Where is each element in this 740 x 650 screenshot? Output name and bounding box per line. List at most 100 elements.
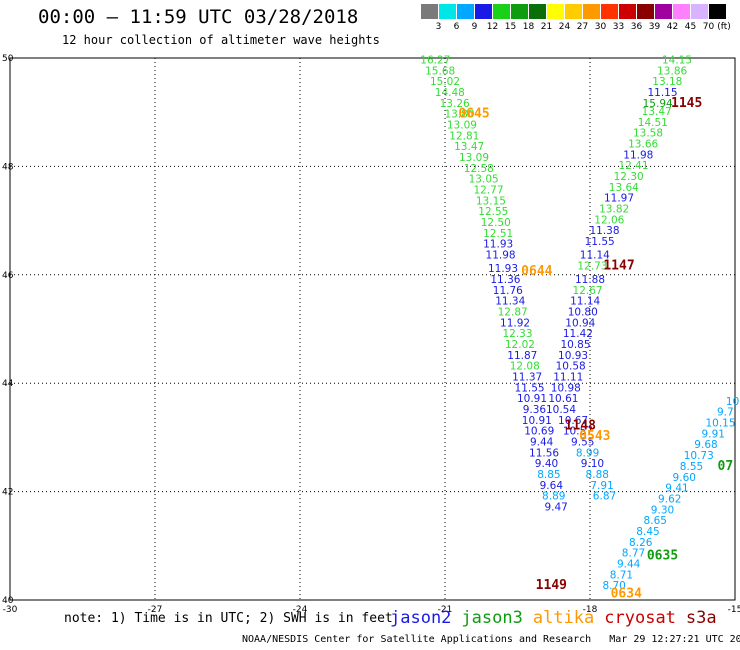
swh-value-label: 10.85 (560, 339, 590, 351)
pass-time-label: 0635 (647, 548, 678, 563)
swh-value-label: 8.26 (629, 537, 653, 549)
pass-time-label: 1145 (671, 96, 702, 111)
legend-label: 39 (648, 22, 661, 32)
swh-value-label: 8.55 (680, 461, 703, 473)
satellite-label-cryosat: cryosat (604, 608, 676, 628)
legend-swatch (691, 4, 708, 19)
swh-value-label: 11.14 (580, 250, 610, 262)
x-tick-label: -15 (728, 605, 740, 615)
swh-value-label: 11.97 (604, 193, 634, 205)
swh-value-label: 13.09 (447, 119, 477, 131)
swh-value-label: 11.93 (488, 263, 518, 275)
satellite-key: jason2 jason3 altika cryosat s3a (390, 608, 727, 628)
legend-unit: (ft) (717, 22, 731, 32)
swh-value-label: 10.61 (548, 393, 578, 405)
legend-swatch (493, 4, 510, 19)
legend-swatch (565, 4, 582, 19)
swh-value-label: 11.15 (647, 87, 677, 99)
swh-value-label: 11.92 (500, 317, 530, 329)
swh-value-label: 10.54 (546, 404, 576, 416)
swh-value-label: 9.40 (535, 458, 558, 470)
map-frame (9, 57, 736, 601)
pass-time-label: 0644 (521, 264, 552, 279)
swh-value-label: 13.47 (454, 141, 484, 153)
pass-time-label: 0645 (458, 107, 489, 122)
swh-value-label: 11.37 (512, 371, 542, 383)
swh-value-label: 10.98 (551, 382, 581, 394)
swh-value-label: 12.50 (481, 217, 511, 229)
pass-time-label: 0543 (579, 429, 610, 444)
legend-swatch (421, 4, 438, 19)
legend-label: 27 (576, 22, 589, 32)
footer-credit: NOAA/NESDIS Center for Satellite Applica… (242, 634, 740, 645)
legend-label: 6 (453, 22, 460, 32)
legend-label: 15 (504, 22, 517, 32)
satellite-label-altika: altika (532, 608, 595, 628)
swh-value-label: 13.09 (459, 152, 489, 164)
swh-value-label: 13.80 (444, 109, 474, 121)
swh-value-label: 10.91 (522, 415, 552, 427)
legend-swatch (457, 4, 474, 19)
swh-value-label: 12.02 (505, 339, 535, 351)
swh-value-label: 8.71 (610, 569, 633, 581)
swh-value-label: 9.64 (540, 480, 564, 492)
swh-value-label: 8.85 (537, 469, 560, 481)
swh-value-label: 12.81 (449, 130, 479, 142)
swh-value-label: 9.47 (544, 502, 567, 514)
legend-label: 42 (666, 22, 679, 32)
y-tick-label: 44 (2, 379, 14, 389)
y-tick-label: 40 (2, 596, 14, 606)
satellite-label-jason3: jason3 (461, 608, 523, 628)
swh-value-label: 15.68 (425, 65, 455, 77)
swh-value-label: 14.51 (638, 117, 668, 129)
swh-value-label: 8.70 (602, 580, 625, 592)
legend-label: 21 (540, 22, 553, 32)
swh-value-label: 12.55 (478, 206, 508, 218)
swh-value-label: 11.98 (486, 250, 516, 262)
swh-value-label: 11.42 (563, 328, 593, 340)
swh-value-label: 11.38 (589, 225, 619, 237)
swh-value-label: 10 (726, 396, 739, 408)
legend-swatch (439, 4, 456, 19)
legend-label: 9 (471, 22, 478, 32)
map-subtitle: 12 hour collection of altimeter wave hei… (62, 33, 380, 47)
swh-value-label: 9.30 (651, 504, 674, 516)
swh-value-label: 9.44 (530, 437, 554, 449)
swh-value-label: 8.99 (576, 447, 599, 459)
legend-label: 24 (558, 22, 571, 32)
y-tick-label: 50 (2, 54, 14, 64)
satellite-label-jason2: jason2 (390, 608, 452, 628)
legend-swatch (673, 4, 690, 19)
swh-value-label: 13.26 (440, 98, 470, 110)
legend-swatch (547, 4, 564, 19)
swh-value-label: 12.06 (594, 214, 624, 226)
swh-value-label: 9.62 (658, 493, 681, 505)
legend-label: 30 (594, 22, 607, 32)
x-tick-label: -30 (3, 605, 18, 615)
legend-label: 3 (435, 22, 442, 32)
swh-value-label: 11.56 (529, 447, 559, 459)
x-tick-label: -27 (148, 605, 163, 615)
swh-value-label: 10.94 (565, 317, 595, 329)
legend-label: 12 (486, 22, 499, 32)
legend-swatch (511, 4, 528, 19)
swh-value-label: 9.60 (673, 472, 696, 484)
y-tick-label: 48 (2, 162, 14, 172)
legend-label: 70 (702, 22, 715, 32)
swh-value-label: 12.73 (577, 260, 607, 272)
x-tick-label: -21 (438, 605, 453, 615)
swh-value-label: 13.18 (652, 76, 682, 88)
swh-value-label: 10.67 (558, 415, 588, 427)
swh-value-label: 9.10 (581, 458, 604, 470)
swh-value-label: 12.67 (573, 285, 603, 297)
swh-value-label: 10.58 (556, 361, 586, 373)
legend-swatch (619, 4, 636, 19)
swh-value-label: 8.88 (586, 469, 609, 481)
legend-label: 33 (612, 22, 625, 32)
swh-value-label: 12.77 (473, 185, 503, 197)
swh-value-label: 13.58 (633, 128, 663, 140)
swh-value-label: 10.91 (517, 393, 547, 405)
note-text: note: 1) Time is in UTC; 2) SWH is in fe… (64, 611, 393, 626)
swh-value-label: 6.87 (593, 491, 616, 503)
swh-value-label: 11.76 (493, 285, 523, 297)
